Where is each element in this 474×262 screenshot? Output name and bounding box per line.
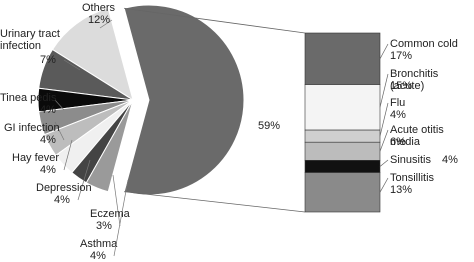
leader-line xyxy=(379,159,389,167)
bar-segment xyxy=(304,160,381,173)
bar-category-label: Sinusitis xyxy=(390,154,431,166)
bar-segment xyxy=(304,141,381,161)
pie-category-label: Tinea pedis xyxy=(0,92,57,104)
pie-category-label: Others xyxy=(82,2,116,14)
leader-line xyxy=(379,73,389,108)
pie-category-label: GI infection xyxy=(4,122,60,134)
bar-category-label: Common cold xyxy=(390,38,458,50)
leader-line xyxy=(379,43,389,59)
bar-value-label: 6% xyxy=(390,136,406,148)
bar-segment xyxy=(304,172,381,213)
connector xyxy=(124,7,306,34)
leader-line xyxy=(379,129,389,152)
pie-value-label: 4% xyxy=(40,164,56,176)
bar-value-label: 4% xyxy=(390,109,406,121)
pie-category-label: Urinary tract infection xyxy=(0,28,60,52)
bar-category-label: Tonsillitis xyxy=(390,172,435,184)
pie-slice xyxy=(123,4,245,196)
bar-segment xyxy=(304,129,381,143)
bar-category-label: Acute otitis media xyxy=(390,124,444,148)
leader-line xyxy=(113,179,129,257)
bar-segment xyxy=(304,32,381,85)
connector xyxy=(124,191,306,213)
pie-category-label: Hay fever xyxy=(12,152,60,164)
leader-line xyxy=(54,121,65,141)
leader-line xyxy=(54,99,65,111)
pie-value-label: 3% xyxy=(96,220,112,232)
leader-line xyxy=(63,139,73,171)
leader-line xyxy=(379,102,389,137)
bar-value-label: 13% xyxy=(390,184,413,196)
leader-line xyxy=(379,177,389,193)
pie-value-label: 7% xyxy=(40,54,56,66)
bar-category-label: Flu xyxy=(390,97,406,109)
pie-value-label: 4% xyxy=(54,194,70,206)
pie-value-label: 59% xyxy=(258,120,281,132)
pie-category-label: Eczema xyxy=(90,208,130,220)
pie-category-label: Asthma xyxy=(80,238,118,250)
bar-segment xyxy=(304,84,381,131)
bar-value-label: 15% xyxy=(390,80,413,92)
leader-line xyxy=(77,159,91,201)
pie-value-label: 4% xyxy=(90,250,106,262)
pie-value-label: 4% xyxy=(40,104,56,116)
pie-value-label: 12% xyxy=(88,14,111,26)
leader-line xyxy=(112,174,121,227)
leader-line xyxy=(99,19,113,29)
bar-category-label: Bronchitis (acute) xyxy=(390,68,439,92)
bar-value-label: 17% xyxy=(390,50,413,62)
pie-value-label: 4% xyxy=(40,134,56,146)
pie-slice xyxy=(85,99,134,193)
pie-slice xyxy=(51,7,134,102)
pie-category-label: Depression xyxy=(36,182,92,194)
leader-line xyxy=(63,59,81,71)
bar-value-label: 4% xyxy=(442,154,458,166)
